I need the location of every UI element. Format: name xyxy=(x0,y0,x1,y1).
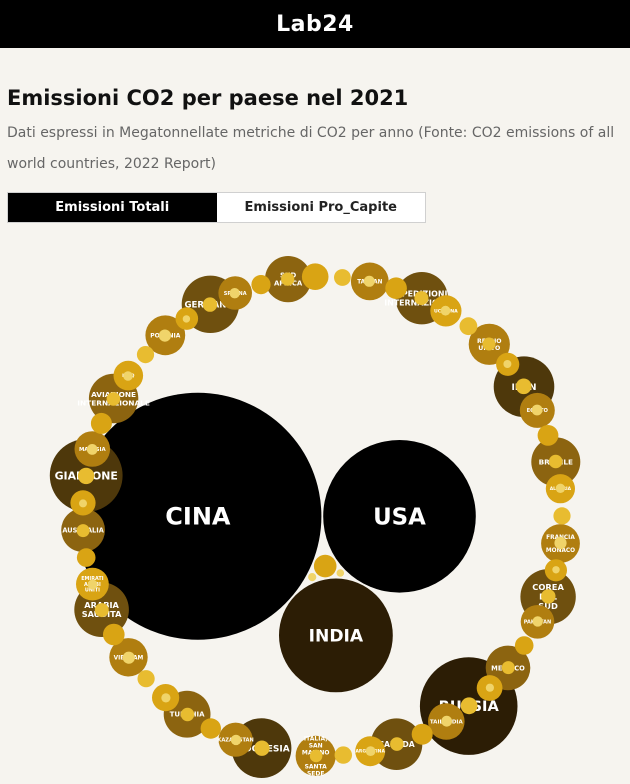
bubble-bosnia[interactable] xyxy=(441,715,453,727)
bubble-lituania[interactable] xyxy=(485,683,494,692)
bubble-danimarca[interactable] xyxy=(554,536,567,550)
bubble-guatemala[interactable] xyxy=(123,371,133,381)
bubble-kenya[interactable] xyxy=(440,305,451,316)
bubble-corea-del-nord[interactable] xyxy=(334,269,351,286)
bubble-romania[interactable] xyxy=(251,275,271,295)
bubble-islanda[interactable] xyxy=(552,566,560,574)
bubble-azerbaigian[interactable] xyxy=(548,454,563,469)
bubble-label-usa: USA xyxy=(373,504,426,530)
bubble-venezuela[interactable] xyxy=(313,554,337,578)
bubble-giordania[interactable] xyxy=(363,275,375,287)
bubble-ungheria[interactable] xyxy=(254,740,270,756)
view-tabs: Emissioni Totali Emissioni Pro_Capite xyxy=(7,192,426,223)
bubble-austria[interactable] xyxy=(459,317,478,336)
bubble-sri-lanka[interactable] xyxy=(230,734,242,746)
bubble-tunisia[interactable] xyxy=(122,651,135,664)
bubble-lettonia[interactable] xyxy=(182,315,191,323)
bubble-slovacchia[interactable] xyxy=(309,749,323,763)
bubble-cina[interactable] xyxy=(74,392,322,640)
bubble-libano[interactable] xyxy=(86,444,98,455)
bubble-cuba[interactable] xyxy=(229,288,240,299)
bubble-estonia[interactable] xyxy=(308,573,317,582)
tab-emissioni-pro-capite[interactable]: Emissioni Pro_Capite xyxy=(216,193,425,222)
bubble-croazia[interactable] xyxy=(161,693,171,703)
top-bar: Lab24 xyxy=(0,0,630,48)
bubble-usa[interactable] xyxy=(323,440,476,593)
bubble-filippine[interactable] xyxy=(301,263,329,290)
lab24-logo[interactable]: Lab24 xyxy=(276,11,354,37)
bubble-slovenia[interactable] xyxy=(79,499,87,508)
bubble-israele-e-palestina[interactable] xyxy=(514,636,534,655)
bubble-belgio[interactable] xyxy=(385,277,407,299)
bubble-tanzania[interactable] xyxy=(503,360,512,368)
bubble-serbia-e-montenegro[interactable] xyxy=(77,467,95,485)
bubble-mongolia[interactable] xyxy=(460,697,478,715)
bubble-label-india: INDIA xyxy=(309,626,364,646)
bubble-svezia[interactable] xyxy=(390,737,404,751)
bubble-bangladesh[interactable] xyxy=(200,718,221,739)
bubble-myanmar[interactable] xyxy=(76,524,90,538)
bubble-india[interactable] xyxy=(279,578,393,693)
bubble-norvegia[interactable] xyxy=(541,589,556,604)
bubble-cile[interactable] xyxy=(537,425,559,446)
bubble-siria[interactable] xyxy=(158,329,171,342)
bubble-ghana[interactable] xyxy=(87,579,98,590)
bubble-per[interactable] xyxy=(136,346,155,364)
bubble-nuova-zelanda[interactable] xyxy=(482,337,496,351)
bubble-label-cina: CINA xyxy=(165,503,231,531)
bubble-bahrein[interactable] xyxy=(501,661,515,675)
tab-emissioni-totali[interactable]: Emissioni Totali xyxy=(8,193,217,222)
bubble-bolivia[interactable] xyxy=(532,616,543,627)
bubble-portogallo[interactable] xyxy=(202,297,218,312)
bubble-chart: CINAUSAINDIARUSSIAGIAPPONEIRANINDONESIAG… xyxy=(49,256,581,778)
bubble-colombia[interactable] xyxy=(103,623,125,646)
page-title: Emissioni CO2 per paese nel 2021 xyxy=(7,86,409,110)
bubble-irlanda[interactable] xyxy=(180,707,195,722)
bubble-bulgaria[interactable] xyxy=(414,291,429,306)
bubble-svizzera-e-liechtenstein[interactable] xyxy=(281,272,295,286)
bubble-etiopia[interactable] xyxy=(555,483,566,493)
bubble-marocco[interactable] xyxy=(76,548,96,567)
bubble-angola[interactable] xyxy=(531,404,543,416)
bubble-sudan[interactable] xyxy=(365,746,376,756)
bubble-ecuador[interactable] xyxy=(94,603,109,618)
bubble-oman[interactable] xyxy=(90,412,112,434)
bubble-finlandia[interactable] xyxy=(106,392,121,406)
bubble-turkmenistan[interactable] xyxy=(411,723,433,745)
bubble-singapore[interactable] xyxy=(515,378,532,395)
bubble-bielorussia[interactable] xyxy=(553,507,571,525)
bubble-panama[interactable] xyxy=(336,569,345,577)
page-subtitle: Dati espressi in Megatonnellate metriche… xyxy=(7,125,615,172)
bubble-grecia[interactable] xyxy=(334,746,352,764)
bubble-libia[interactable] xyxy=(137,670,155,688)
